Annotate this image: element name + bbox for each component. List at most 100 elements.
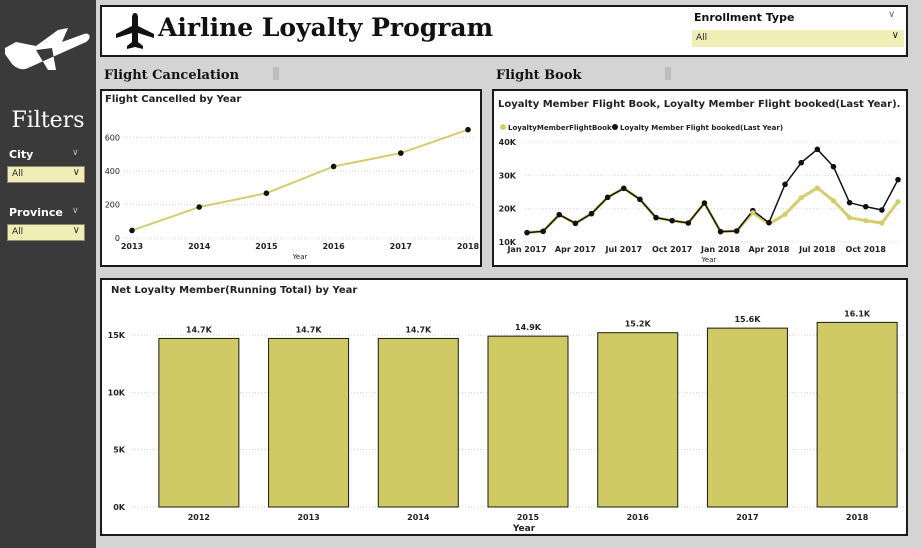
data-point — [588, 210, 595, 217]
flight-cancelation-section-title: Flight Cancelation — [104, 68, 240, 83]
city-dropdown-value: All — [12, 169, 24, 179]
city-collapse-icon[interactable]: ∨ — [72, 148, 79, 158]
bar — [268, 337, 350, 508]
data-point — [465, 126, 471, 133]
bar — [597, 332, 679, 508]
bar-data-label: 14.7K — [296, 325, 323, 334]
x-tick-label: 2012 — [188, 513, 210, 522]
flight-book-section-title: Flight Book — [496, 68, 582, 83]
x-tick-label: Jan 2017 — [506, 245, 546, 254]
bar-data-label: 14.7K — [186, 325, 213, 334]
y-tick-label: 400 — [105, 167, 120, 176]
net-loyalty-card: Net Loyalty Member(Running Total) by Yea… — [100, 278, 908, 536]
enrollment-type-label: Enrollment Type — [694, 11, 795, 24]
y-tick-label: 0K — [113, 503, 126, 512]
y-tick-label: 10K — [499, 238, 517, 247]
data-point — [895, 176, 901, 183]
data-point — [863, 218, 869, 224]
y-tick-label: 20K — [499, 205, 517, 214]
x-axis-label: Year — [701, 256, 717, 264]
net-loyalty-chart: 0K 5K 10K 15K 14.7K 2012 14.7K 2013 14.7K 2014 14.… — [108, 309, 906, 534]
y-tick-label: 5K — [113, 446, 126, 455]
series-line — [526, 186, 900, 235]
x-tick-label: 2017 — [390, 242, 412, 251]
data-point — [846, 199, 853, 206]
enrollment-collapse-icon[interactable]: ∨ — [888, 9, 896, 20]
x-tick-label: Jul 2018 — [798, 245, 836, 254]
data-point — [733, 228, 740, 234]
header-panel: Airline Loyalty Program Enrollment Type … — [100, 5, 908, 57]
bar — [816, 321, 898, 508]
data-point — [798, 159, 805, 166]
bar-data-label: 14.7K — [405, 325, 432, 334]
airplane-icon — [5, 28, 90, 70]
legend-label: Loyalty Member Flight booked(Last Year) — [620, 124, 783, 132]
data-point — [540, 228, 546, 235]
data-point — [847, 215, 853, 221]
enrollment-type-dropdown[interactable]: All ∨ — [692, 30, 904, 47]
airplane-icon — [116, 13, 154, 49]
data-point — [653, 214, 659, 221]
chart-title: Flight Cancelled by Year — [105, 94, 242, 105]
legend-marker — [612, 124, 618, 130]
chevron-down-icon: ∨ — [72, 225, 80, 236]
data-point — [685, 220, 692, 226]
series-line — [526, 148, 899, 234]
flight-cancelled-card: Flight Cancelled by Year 0 200 400 600 2013 2… — [100, 89, 482, 267]
data-point — [750, 210, 756, 216]
x-tick-label: 2013 — [121, 242, 143, 251]
data-point — [620, 185, 627, 192]
data-point — [669, 217, 675, 224]
data-point — [196, 204, 202, 210]
province-dropdown-value: All — [12, 227, 24, 237]
y-tick-label: 0 — [115, 234, 120, 243]
data-point — [814, 146, 821, 153]
province-collapse-icon[interactable]: ∨ — [72, 206, 79, 216]
province-dropdown[interactable]: All ∨ — [7, 224, 85, 241]
bar-data-label: 15.6K — [734, 315, 761, 324]
data-point — [330, 163, 337, 170]
section-resize-handle[interactable] — [273, 67, 279, 80]
y-tick-label: 30K — [499, 171, 517, 180]
y-tick-label: 15K — [108, 331, 126, 340]
section-resize-handle[interactable] — [665, 67, 671, 80]
x-tick-label: 2015 — [255, 242, 278, 251]
x-tick-label: 2013 — [297, 513, 319, 522]
x-tick-label: 2015 — [517, 513, 540, 522]
chart-title: Loyalty Member Flight Book, Loyalty Memb… — [498, 99, 901, 110]
data-point — [572, 220, 579, 227]
x-tick-label: Apr 2017 — [555, 245, 596, 254]
data-point — [879, 220, 885, 226]
bar — [487, 335, 569, 508]
data-point — [556, 211, 563, 218]
bar — [377, 337, 459, 508]
flight-book-card: Loyalty Member Flight Book, Loyalty Memb… — [492, 89, 908, 267]
data-point — [895, 199, 901, 205]
x-tick-label: 2014 — [407, 513, 430, 522]
chevron-down-icon: ∨ — [891, 30, 899, 41]
data-point — [524, 229, 530, 236]
x-axis-label: Year — [512, 524, 536, 534]
x-tick-label: Oct 2017 — [652, 245, 692, 254]
series-line — [131, 128, 469, 232]
x-tick-label: 2016 — [627, 513, 650, 522]
city-dropdown[interactable]: All ∨ — [7, 166, 85, 183]
data-point — [129, 227, 135, 234]
data-point — [830, 163, 837, 170]
bar — [158, 337, 240, 508]
x-tick-label: 2014 — [188, 242, 211, 251]
data-point — [782, 181, 788, 188]
y-tick-label: 10K — [108, 388, 126, 397]
data-point — [766, 219, 772, 226]
data-point — [862, 203, 869, 210]
data-point — [879, 207, 885, 213]
x-tick-label: 2018 — [846, 513, 869, 522]
chevron-down-icon: ∨ — [72, 167, 80, 178]
legend-marker — [500, 124, 506, 130]
filters-title: Filters — [11, 108, 85, 133]
x-tick-label: Oct 2018 — [846, 245, 887, 254]
chart-title: Net Loyalty Member(Running Total) by Yea… — [111, 285, 358, 296]
x-axis-label: Year — [292, 253, 308, 261]
x-tick-label: Jan 2018 — [700, 245, 741, 254]
x-tick-label: 2016 — [322, 242, 345, 251]
